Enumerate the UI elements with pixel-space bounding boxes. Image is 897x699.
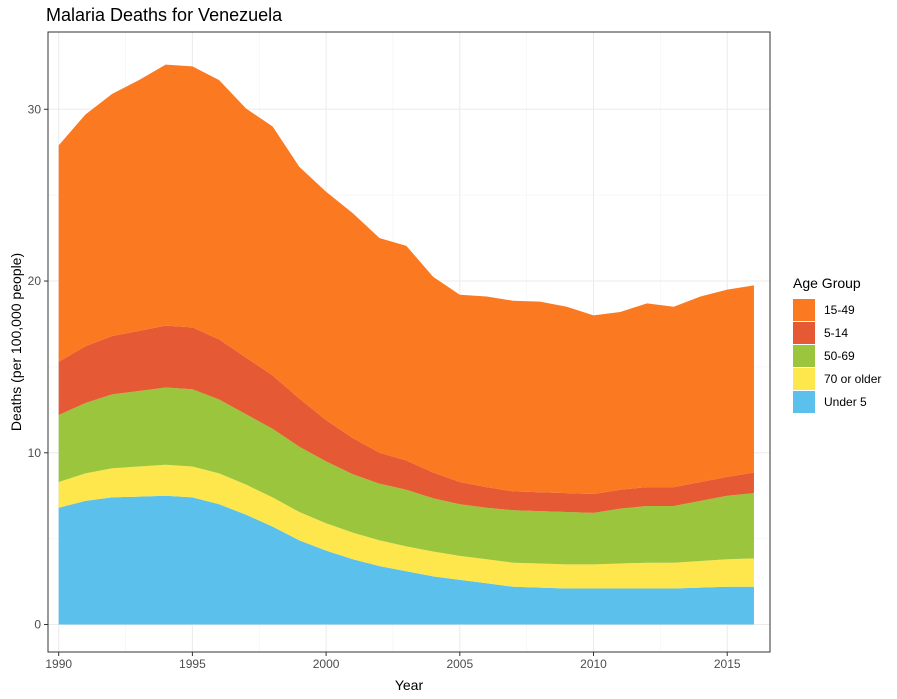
legend-item-15-49: 15-49 — [793, 298, 881, 321]
legend-label: 15-49 — [824, 302, 855, 317]
y-tick-label: 20 — [28, 274, 42, 288]
x-tick-label: 2005 — [446, 657, 473, 671]
panel-border — [47, 31, 771, 653]
x-tick-label: 1990 — [45, 657, 72, 671]
legend-swatch — [793, 298, 815, 321]
chart-title: Malaria Deaths for Venezuela — [46, 5, 283, 25]
legend-label: 5-14 — [824, 325, 849, 340]
area-series-5-14 — [58, 325, 754, 513]
x-tick-label: 2015 — [714, 657, 741, 671]
y-tick-label: 30 — [28, 102, 42, 116]
legend-item-50-69: 50-69 — [793, 344, 881, 367]
legend-items: 15-49 5-14 50-69 70 or older Under 5 — [793, 298, 881, 413]
y-axis: 0 10 20 30 — [28, 102, 48, 632]
legend-item-70-or-older: 70 or older — [793, 367, 881, 390]
legend-item-under-5: Under 5 — [793, 390, 881, 413]
y-axis-title: Deaths (per 100,000 people) — [8, 253, 24, 431]
legend-swatch — [793, 367, 815, 390]
legend-label: Under 5 — [824, 394, 867, 409]
legend-swatch — [793, 390, 815, 413]
area-series-15-49 — [58, 64, 754, 494]
area-series-under-5 — [58, 495, 754, 625]
x-tick-label: 1995 — [179, 657, 206, 671]
legend-item-5-14: 5-14 — [793, 321, 881, 344]
x-axis-title: Year — [395, 677, 424, 693]
x-tick-label: 2000 — [313, 657, 340, 671]
y-tick-label: 10 — [28, 446, 42, 460]
x-tick-label: 2010 — [580, 657, 607, 671]
legend-label: 70 or older — [824, 371, 882, 386]
legend-swatch — [793, 321, 815, 344]
legend: Age Group 15-49 5-14 50-69 70 or older Under… — [793, 275, 881, 413]
area-series-50-69 — [58, 387, 754, 565]
legend-swatch — [793, 344, 815, 367]
area-series-group — [58, 64, 754, 625]
legend-label: 50-69 — [824, 348, 855, 363]
legend-title: Age Group — [793, 275, 861, 291]
x-axis: 1990 1995 2000 2005 2010 2015 — [45, 652, 741, 671]
area-series-70-or-older — [58, 464, 754, 589]
y-tick-label: 0 — [34, 618, 41, 632]
